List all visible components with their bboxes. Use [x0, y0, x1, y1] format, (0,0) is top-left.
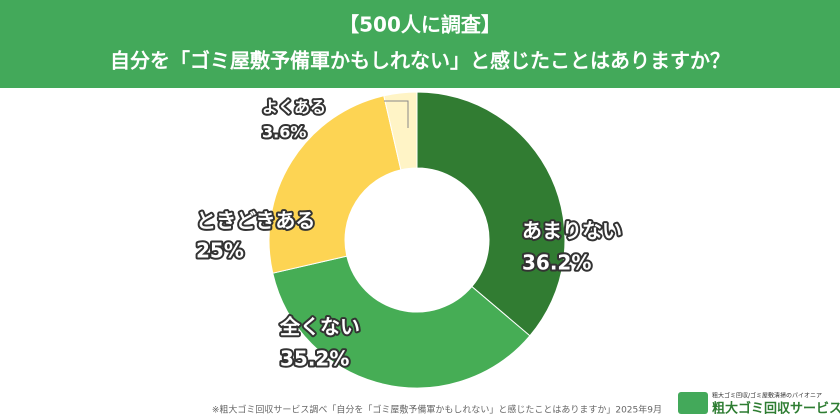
chart-subtitle: 自分を「ゴミ屋敷予備軍かもしれない」と感じたことはありますか？: [110, 49, 730, 73]
donut-slice: [272, 255, 531, 389]
slice-label: ときどきある: [196, 209, 315, 233]
donut-slice: [416, 91, 566, 337]
donut-slice: [383, 91, 418, 171]
slice-label: あまりない: [522, 219, 622, 243]
value-label: 25%: [196, 239, 244, 263]
logo-icon: [678, 392, 708, 414]
value-label: 3.6%: [262, 123, 306, 142]
source-note: ※粗大ゴミ回収サービス調べ「自分を「ゴミ屋敷予備軍かもしれない」と感じたことはあ…: [212, 404, 662, 416]
value-label: 35.2%: [280, 347, 349, 371]
donut-slice: [268, 95, 402, 274]
leader-line: [384, 100, 409, 128]
logo-tagline: 粗大ゴミ回収/ゴミ屋敷清掃のパイオニア: [712, 392, 822, 400]
chart-title: 【500人に調査】: [339, 13, 501, 37]
logo-name: 粗大ゴミ回収サービス: [712, 401, 840, 417]
header-band: [0, 0, 840, 88]
value-label: 36.2%: [522, 251, 591, 275]
slice-label: 全くない: [279, 315, 360, 339]
slice-label: よくある: [262, 98, 326, 117]
